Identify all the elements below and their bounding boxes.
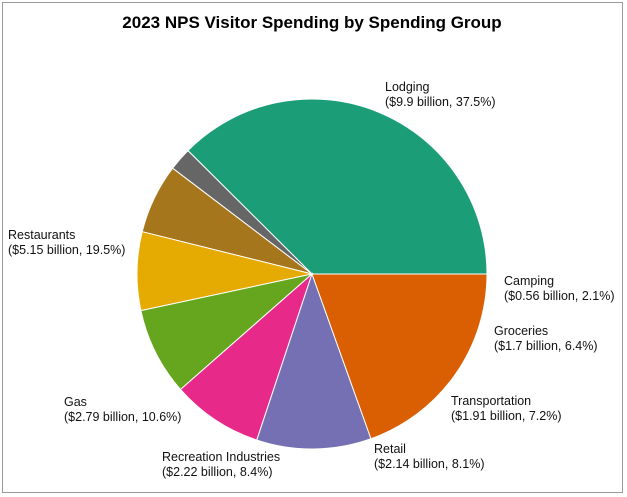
slice-value-label: ($5.15 billion, 19.5%)	[8, 243, 125, 257]
slice-value-label: ($0.56 billion, 2.1%)	[504, 289, 614, 303]
pie-slices	[136, 98, 488, 450]
pie-slice-recreation-industries	[179, 272, 314, 441]
pie-slice-retail	[140, 273, 314, 391]
slice-labels: Lodging($9.9 billion, 37.5%) Camping($0.5…	[8, 80, 614, 479]
slice-value-label: ($2.14 billion, 8.1%)	[374, 457, 484, 471]
slice-name-label: Groceries	[494, 324, 548, 338]
slice-value-label: ($1.91 billion, 7.2%)	[451, 409, 561, 423]
pie-slice-lodging	[187, 98, 488, 275]
slice-name-label: Lodging	[385, 80, 430, 94]
slice-value-label: ($9.9 billion, 37.5%)	[385, 95, 495, 109]
slice-name-label: Restaurants	[8, 228, 75, 242]
slice-value-label: ($2.22 billion, 8.4%)	[162, 465, 272, 479]
pie-slice-gas	[256, 272, 372, 450]
slice-name-label: Camping	[504, 274, 554, 288]
pie-slice-restaurants	[311, 273, 488, 440]
slice-value-label: ($1.7 billion, 6.4%)	[494, 339, 598, 353]
slice-value-label: ($2.79 billion, 10.6%)	[64, 410, 181, 424]
slice-name-label: Recreation Industries	[162, 450, 280, 464]
chart-title: 2023 NPS Visitor Spending by Spending Gr…	[122, 13, 501, 32]
slice-name-label: Retail	[374, 442, 406, 456]
slice-name-label: Gas	[64, 395, 87, 409]
slice-name-label: Transportation	[451, 394, 531, 408]
